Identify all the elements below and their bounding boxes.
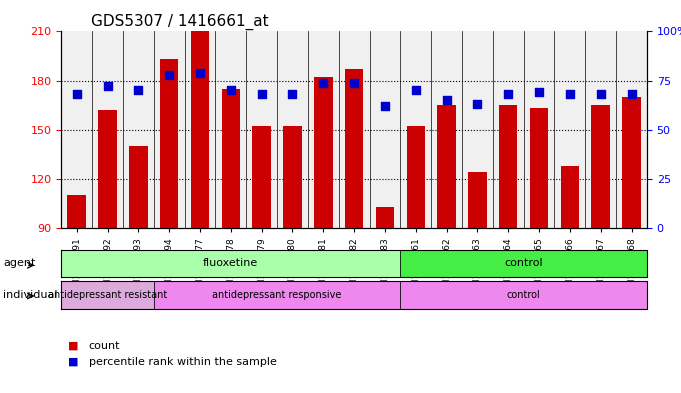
Text: ■: ■ [68,341,78,351]
Point [379,103,390,109]
Bar [191,31,209,228]
FancyBboxPatch shape [400,281,647,309]
FancyBboxPatch shape [154,281,400,309]
Point [411,87,422,94]
Bar [283,127,302,228]
Point [441,97,452,103]
Point [256,91,267,97]
Text: individual: individual [3,290,58,300]
Point [72,91,82,97]
FancyBboxPatch shape [61,281,154,309]
Point [349,79,360,86]
Bar [407,127,425,228]
Point [534,89,545,95]
Point [163,72,174,78]
Point [595,91,606,97]
Bar [530,108,548,228]
Point [287,91,298,97]
Point [565,91,575,97]
Bar [160,59,178,228]
Text: control: control [507,290,541,300]
Bar [253,127,271,228]
Text: control: control [505,258,543,268]
Text: GDS5307 / 1416661_at: GDS5307 / 1416661_at [91,14,268,30]
Bar [98,110,116,228]
Point [503,91,513,97]
Text: percentile rank within the sample: percentile rank within the sample [89,356,276,367]
Point [225,87,236,94]
Bar [314,77,332,228]
FancyBboxPatch shape [61,250,400,277]
Point [626,91,637,97]
Bar [592,105,610,228]
Bar [468,172,487,228]
Bar [376,207,394,228]
Bar [499,105,518,228]
Text: agent: agent [3,258,36,268]
Point [195,70,206,76]
Point [318,79,329,86]
Point [472,101,483,107]
Bar [622,97,641,228]
Text: count: count [89,341,120,351]
Text: antidepressant resistant: antidepressant resistant [48,290,167,300]
Bar [560,166,579,228]
Bar [221,89,240,228]
Bar [129,146,148,228]
Bar [67,195,86,228]
Bar [345,69,364,228]
Text: antidepressant responsive: antidepressant responsive [212,290,342,300]
Point [102,83,113,90]
Bar [437,105,456,228]
Text: ■: ■ [68,356,78,367]
FancyBboxPatch shape [400,250,647,277]
Text: fluoxetine: fluoxetine [203,258,259,268]
Point [133,87,144,94]
